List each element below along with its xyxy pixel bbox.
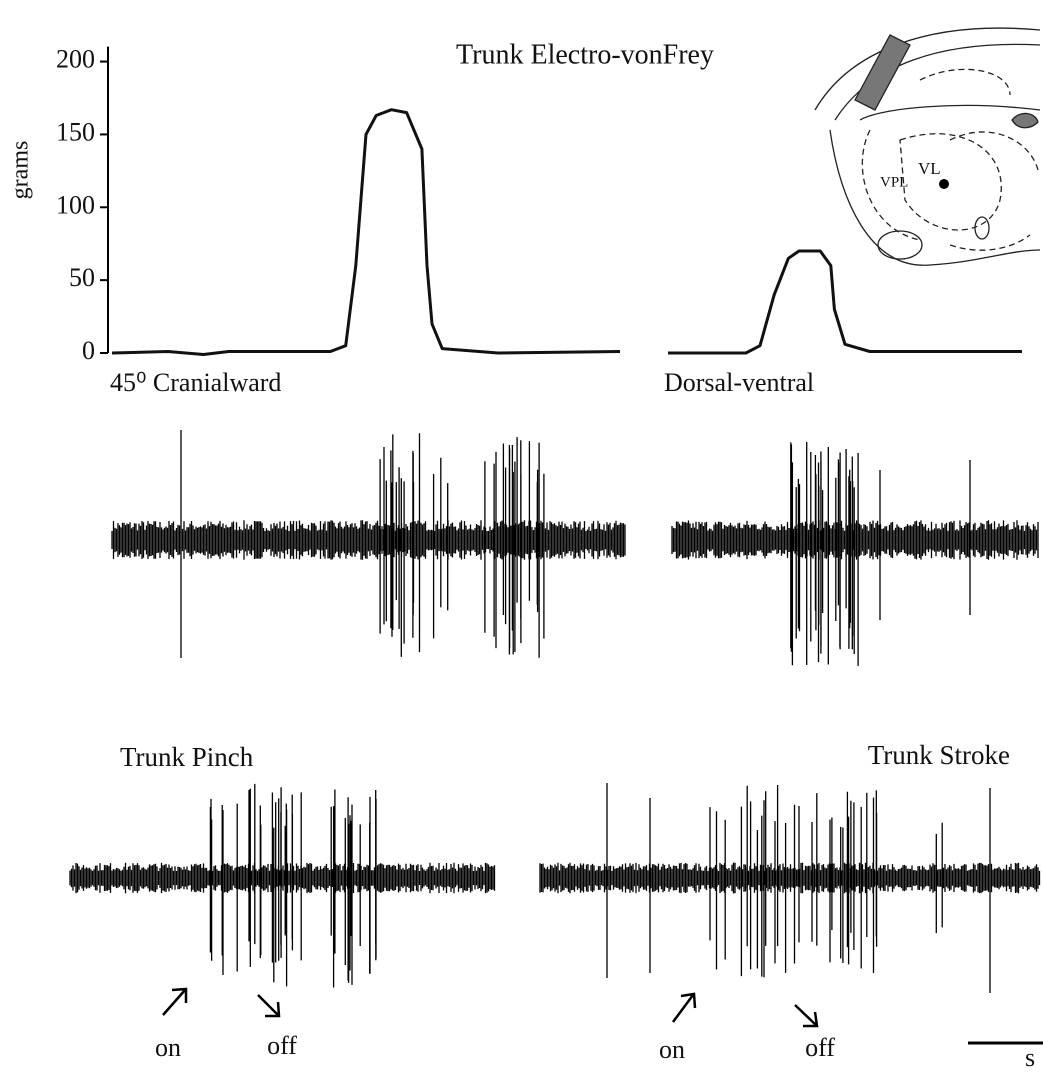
spike-recording xyxy=(111,430,626,658)
stimulus-label: off xyxy=(267,1031,297,1060)
atlas-outline xyxy=(829,129,1041,266)
panel-label: 45⁰ Cranialward xyxy=(110,368,281,397)
y-tick-label: 0 xyxy=(82,336,95,365)
spike-recording xyxy=(69,783,496,988)
y-tick-label: 50 xyxy=(69,263,95,292)
arrows xyxy=(162,987,819,1028)
atlas-label: VPL xyxy=(880,174,908,190)
recording-site xyxy=(939,179,949,189)
atlas-nucleus xyxy=(949,234,1031,251)
force-trace xyxy=(111,108,621,356)
stimulus-label: off xyxy=(805,1033,835,1062)
spike-recording xyxy=(539,783,1041,993)
atlas-outline xyxy=(834,43,1041,121)
atlas-nucleus xyxy=(919,68,1011,96)
chart-title: Trunk Electro-vonFrey xyxy=(456,39,714,70)
atlas-nucleus xyxy=(877,230,923,260)
panel-label: Trunk Stroke xyxy=(868,740,1010,770)
stimulus-label: on xyxy=(659,1035,685,1064)
atlas-nucleus xyxy=(949,131,1039,171)
spike-recording xyxy=(671,441,1039,666)
y-axis-label: grams xyxy=(8,141,34,200)
on-arrow xyxy=(162,987,188,1016)
off-arrow xyxy=(257,994,281,1018)
force-trace xyxy=(668,249,1022,355)
atlas-label: VL xyxy=(918,159,941,178)
panel-label: Trunk Pinch xyxy=(120,742,254,772)
atlas-nucleus xyxy=(974,216,990,240)
atlas-nucleus xyxy=(861,129,921,241)
on-arrow xyxy=(671,992,697,1023)
scale-label: s xyxy=(1025,1043,1035,1072)
y-tick-label: 150 xyxy=(56,117,95,146)
stimulus-label: on xyxy=(155,1033,181,1062)
off-arrow xyxy=(794,1004,819,1028)
brain-atlas xyxy=(814,27,1041,266)
atlas-outline xyxy=(859,104,1041,121)
atlas-nucleus xyxy=(899,133,1002,231)
y-tick-label: 100 xyxy=(56,190,95,219)
atlas-region xyxy=(854,34,911,111)
atlas-region xyxy=(1011,112,1039,129)
panel-label: Dorsal-ventral xyxy=(664,368,814,397)
y-tick-label: 200 xyxy=(56,45,95,74)
